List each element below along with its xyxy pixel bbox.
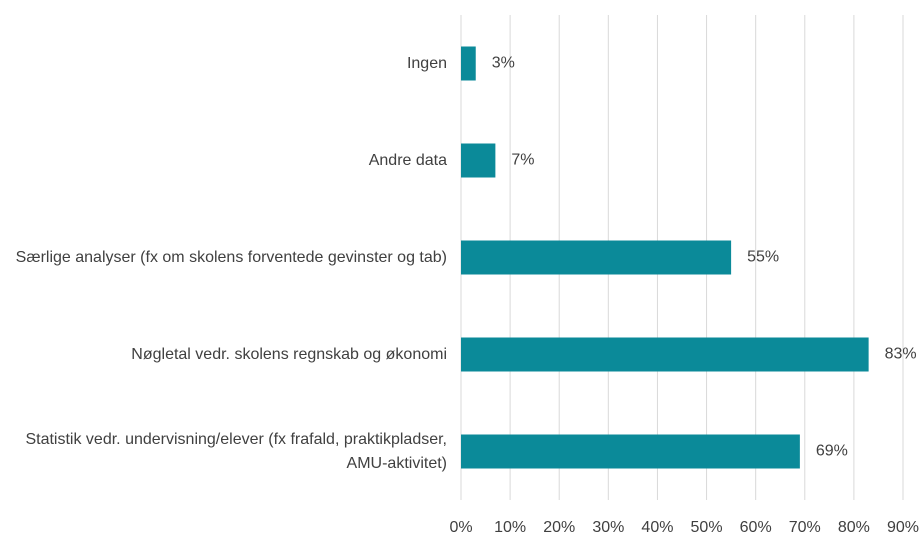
x-tick-label: 70% <box>789 519 821 536</box>
bar <box>461 434 800 469</box>
y-tick-label: Nøgletal vedr. skolens regnskab og økono… <box>131 345 447 363</box>
x-tick-label: 0% <box>449 519 472 536</box>
x-tick-label: 40% <box>641 519 673 536</box>
data-label: 83% <box>885 346 917 363</box>
y-tick-label: Ingen <box>406 54 447 72</box>
y-tick-label: Andre data <box>368 151 447 169</box>
data-label: 69% <box>816 443 848 460</box>
y-tick-label: Statistik vedr. undervisning/elever (fx … <box>25 430 447 472</box>
bar <box>461 143 496 178</box>
x-tick-label: 20% <box>543 519 575 536</box>
data-label: 3% <box>492 55 515 72</box>
x-tick-label: 90% <box>887 519 919 536</box>
x-tick-label: 10% <box>494 519 526 536</box>
bar <box>461 337 869 372</box>
x-tick-label: 80% <box>838 519 870 536</box>
bar <box>461 240 732 275</box>
x-tick-label: 30% <box>592 519 624 536</box>
y-tick-label: Særlige analyser (fx om skolens forvente… <box>15 248 447 266</box>
data-label: 7% <box>511 152 534 169</box>
bar <box>461 46 476 81</box>
x-tick-label: 50% <box>691 519 723 536</box>
data-label: 55% <box>747 249 779 266</box>
x-tick-label: 60% <box>740 519 772 536</box>
